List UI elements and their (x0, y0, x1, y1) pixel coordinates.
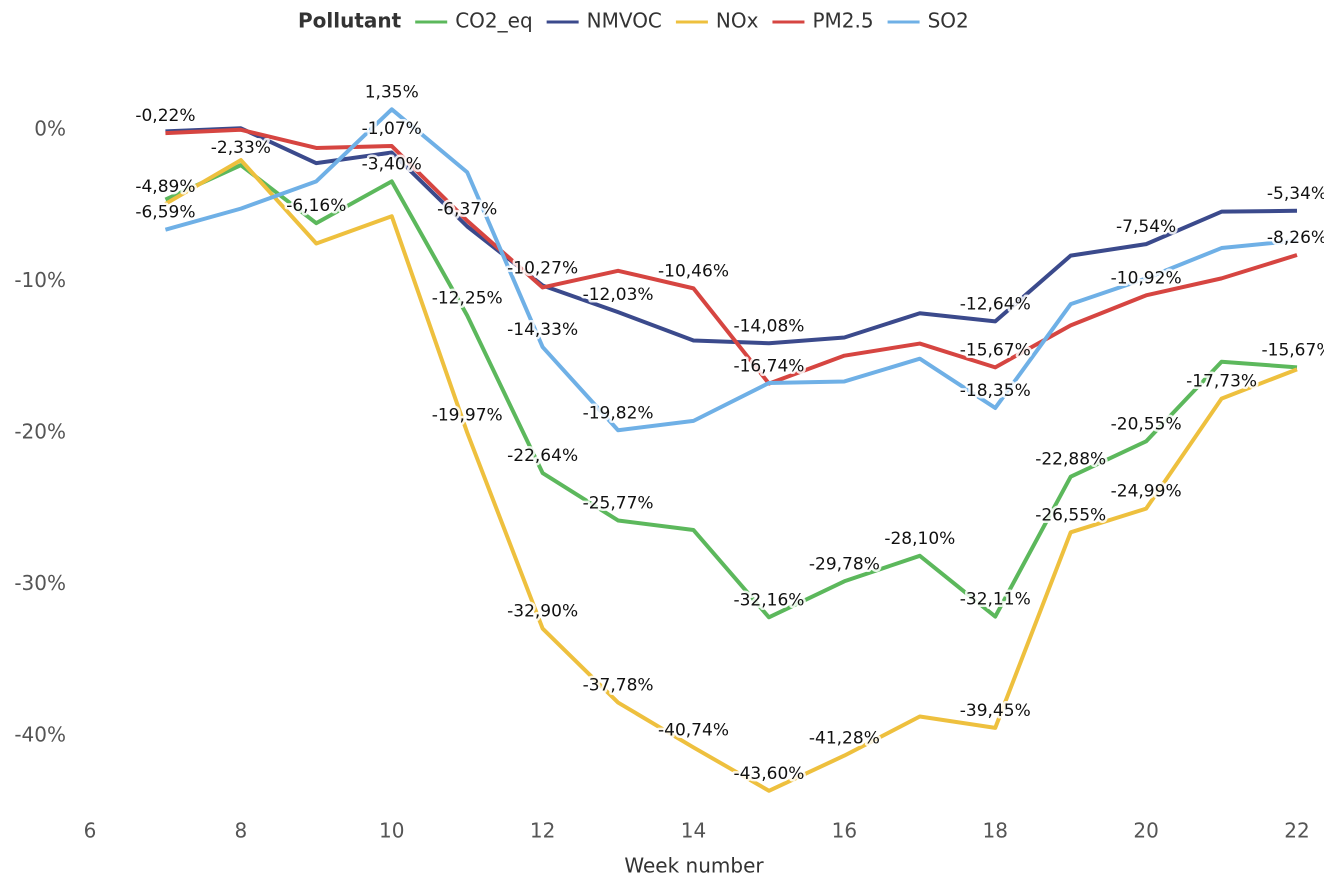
y-tick-label: -20% (14, 420, 66, 444)
data-label: -8,26% (1267, 228, 1324, 248)
data-label: -41,28% (809, 729, 880, 749)
data-label: -43,60% (733, 764, 804, 784)
data-label: -7,54% (1116, 217, 1176, 237)
data-label: -6,59% (135, 203, 195, 223)
data-label: -32,11% (960, 590, 1031, 610)
data-label: -25,77% (583, 493, 654, 513)
data-label: -18,35% (960, 381, 1031, 401)
data-label: -6,16% (286, 196, 346, 216)
x-tick-label: 22 (1284, 819, 1309, 843)
legend-label: SO2 (928, 9, 969, 33)
x-tick-label: 8 (235, 819, 248, 843)
data-label: -22,64% (507, 446, 578, 466)
data-label: -15,67% (1262, 340, 1324, 360)
x-tick-label: 18 (983, 819, 1008, 843)
data-label: -22,88% (1035, 450, 1106, 470)
x-tick-label: 14 (681, 819, 706, 843)
x-tick-label: 6 (84, 819, 97, 843)
data-label: -39,45% (960, 701, 1031, 721)
x-tick-label: 16 (832, 819, 857, 843)
data-label: -37,78% (583, 676, 654, 696)
series-line (165, 126, 1298, 346)
data-label: -12,03% (583, 285, 654, 305)
x-axis-label: Week number (624, 854, 764, 878)
data-label: -4,89% (135, 177, 195, 197)
data-label: -1,07% (362, 119, 422, 139)
x-tick-label: 10 (379, 819, 404, 843)
y-tick-label: -30% (14, 571, 66, 595)
data-label: -20,55% (1111, 414, 1182, 434)
y-tick-label: -40% (14, 723, 66, 747)
data-label: 1,35% (365, 82, 419, 102)
data-label: -32,16% (733, 590, 804, 610)
data-label: -28,10% (884, 529, 955, 549)
y-tick-label: 0% (34, 116, 66, 140)
data-label: -12,25% (432, 289, 503, 309)
data-label: -3,40% (362, 154, 422, 174)
legend-label: NOx (716, 9, 759, 33)
y-tick-label: -10% (14, 268, 66, 292)
data-label: -5,34% (1267, 184, 1324, 204)
data-label: -15,67% (960, 340, 1031, 360)
data-label: -32,90% (507, 602, 578, 622)
data-label: -10,92% (1111, 268, 1182, 288)
data-label: -14,08% (733, 316, 804, 336)
legend-label: NMVOC (587, 9, 662, 33)
data-label: -10,27% (507, 258, 578, 278)
x-tick-label: 12 (530, 819, 555, 843)
data-label: -19,97% (432, 406, 503, 426)
data-label: -16,74% (733, 357, 804, 377)
data-label: -24,99% (1111, 482, 1182, 502)
data-label: -6,37% (437, 199, 497, 219)
x-tick-label: 20 (1133, 819, 1158, 843)
legend: Pollutant CO2_eq NMVOC NOx PM2.5 SO2 (298, 9, 969, 33)
series-line (164, 107, 1298, 433)
data-label: -14,33% (507, 320, 578, 340)
data-label: -17,73% (1186, 372, 1257, 392)
series-line (164, 163, 1298, 620)
series-line (164, 158, 1298, 793)
data-label: -2,33% (211, 138, 271, 158)
legend-label: PM2.5 (812, 9, 873, 33)
data-label: -12,64% (960, 294, 1031, 314)
data-label: -40,74% (658, 720, 729, 740)
data-label: -0,22% (135, 106, 195, 126)
series-line (165, 127, 1298, 386)
legend-title: Pollutant (298, 9, 402, 33)
data-label: -19,82% (583, 403, 654, 423)
data-label: -26,55% (1035, 505, 1106, 525)
data-label: -10,46% (658, 261, 729, 281)
legend-label: CO2_eq (455, 9, 532, 33)
data-label: -29,78% (809, 554, 880, 574)
